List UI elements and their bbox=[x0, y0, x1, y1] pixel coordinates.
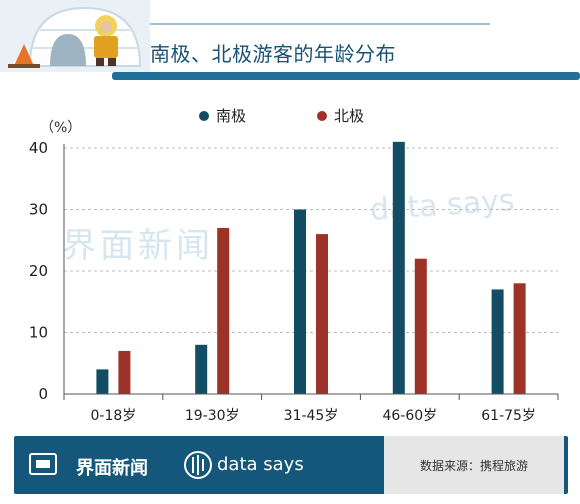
bar-south bbox=[195, 344, 208, 394]
bar-north bbox=[118, 350, 131, 394]
watermark-brand: 界面新闻 bbox=[62, 226, 214, 266]
bar-north bbox=[513, 283, 526, 394]
bar-south bbox=[392, 141, 405, 394]
y-tick-label: 30 bbox=[29, 201, 48, 219]
bar-chart: （%） 0 10 20 30 40 0-18岁 19-30岁 31-45岁 46-60岁 61-75… bbox=[29, 107, 559, 424]
legend-label: 北极 bbox=[334, 107, 364, 125]
brand-logo-icon bbox=[29, 453, 57, 475]
bar-north bbox=[414, 258, 427, 394]
chart-title: 南极、北极游客的年龄分布 bbox=[150, 42, 396, 66]
data-says-logo-icon bbox=[184, 451, 212, 479]
x-tick-label: 19-30岁 bbox=[185, 408, 240, 424]
igloo-door bbox=[50, 34, 86, 66]
bar-north bbox=[316, 234, 328, 394]
header-banner: 南极、北极游客的年龄分布 bbox=[0, 0, 580, 84]
y-tick-label: 20 bbox=[29, 262, 48, 280]
footer-brand: 界面新闻 bbox=[76, 458, 148, 479]
bar-north bbox=[217, 227, 230, 394]
bar-south bbox=[96, 369, 109, 394]
campfire-icon bbox=[14, 44, 34, 66]
footer-bar: 界面新闻 data says 数据来源：携程旅游 bbox=[14, 436, 568, 494]
x-tick-label: 61-75岁 bbox=[481, 408, 536, 424]
x-tick-label: 31-45岁 bbox=[284, 408, 339, 424]
x-tick-label: 0-18岁 bbox=[91, 408, 137, 424]
header-illustration bbox=[0, 0, 580, 80]
y-tick-label: 10 bbox=[29, 324, 48, 342]
legend-marker bbox=[199, 111, 209, 121]
footer-tagline: data says bbox=[217, 454, 304, 475]
explorer-icon bbox=[94, 15, 118, 66]
bar-south bbox=[294, 209, 306, 394]
x-tick-label: 46-60岁 bbox=[382, 408, 437, 424]
header-thick-bar bbox=[112, 72, 580, 80]
data-source-label: 数据来源：携程旅游 bbox=[384, 436, 564, 494]
bar-south bbox=[491, 289, 504, 394]
legend-marker bbox=[317, 111, 327, 121]
legend-label: 南极 bbox=[216, 107, 246, 125]
y-tick-label: 0 bbox=[38, 385, 48, 403]
y-axis-label: （%） bbox=[40, 120, 81, 136]
y-tick-label: 40 bbox=[29, 139, 48, 157]
